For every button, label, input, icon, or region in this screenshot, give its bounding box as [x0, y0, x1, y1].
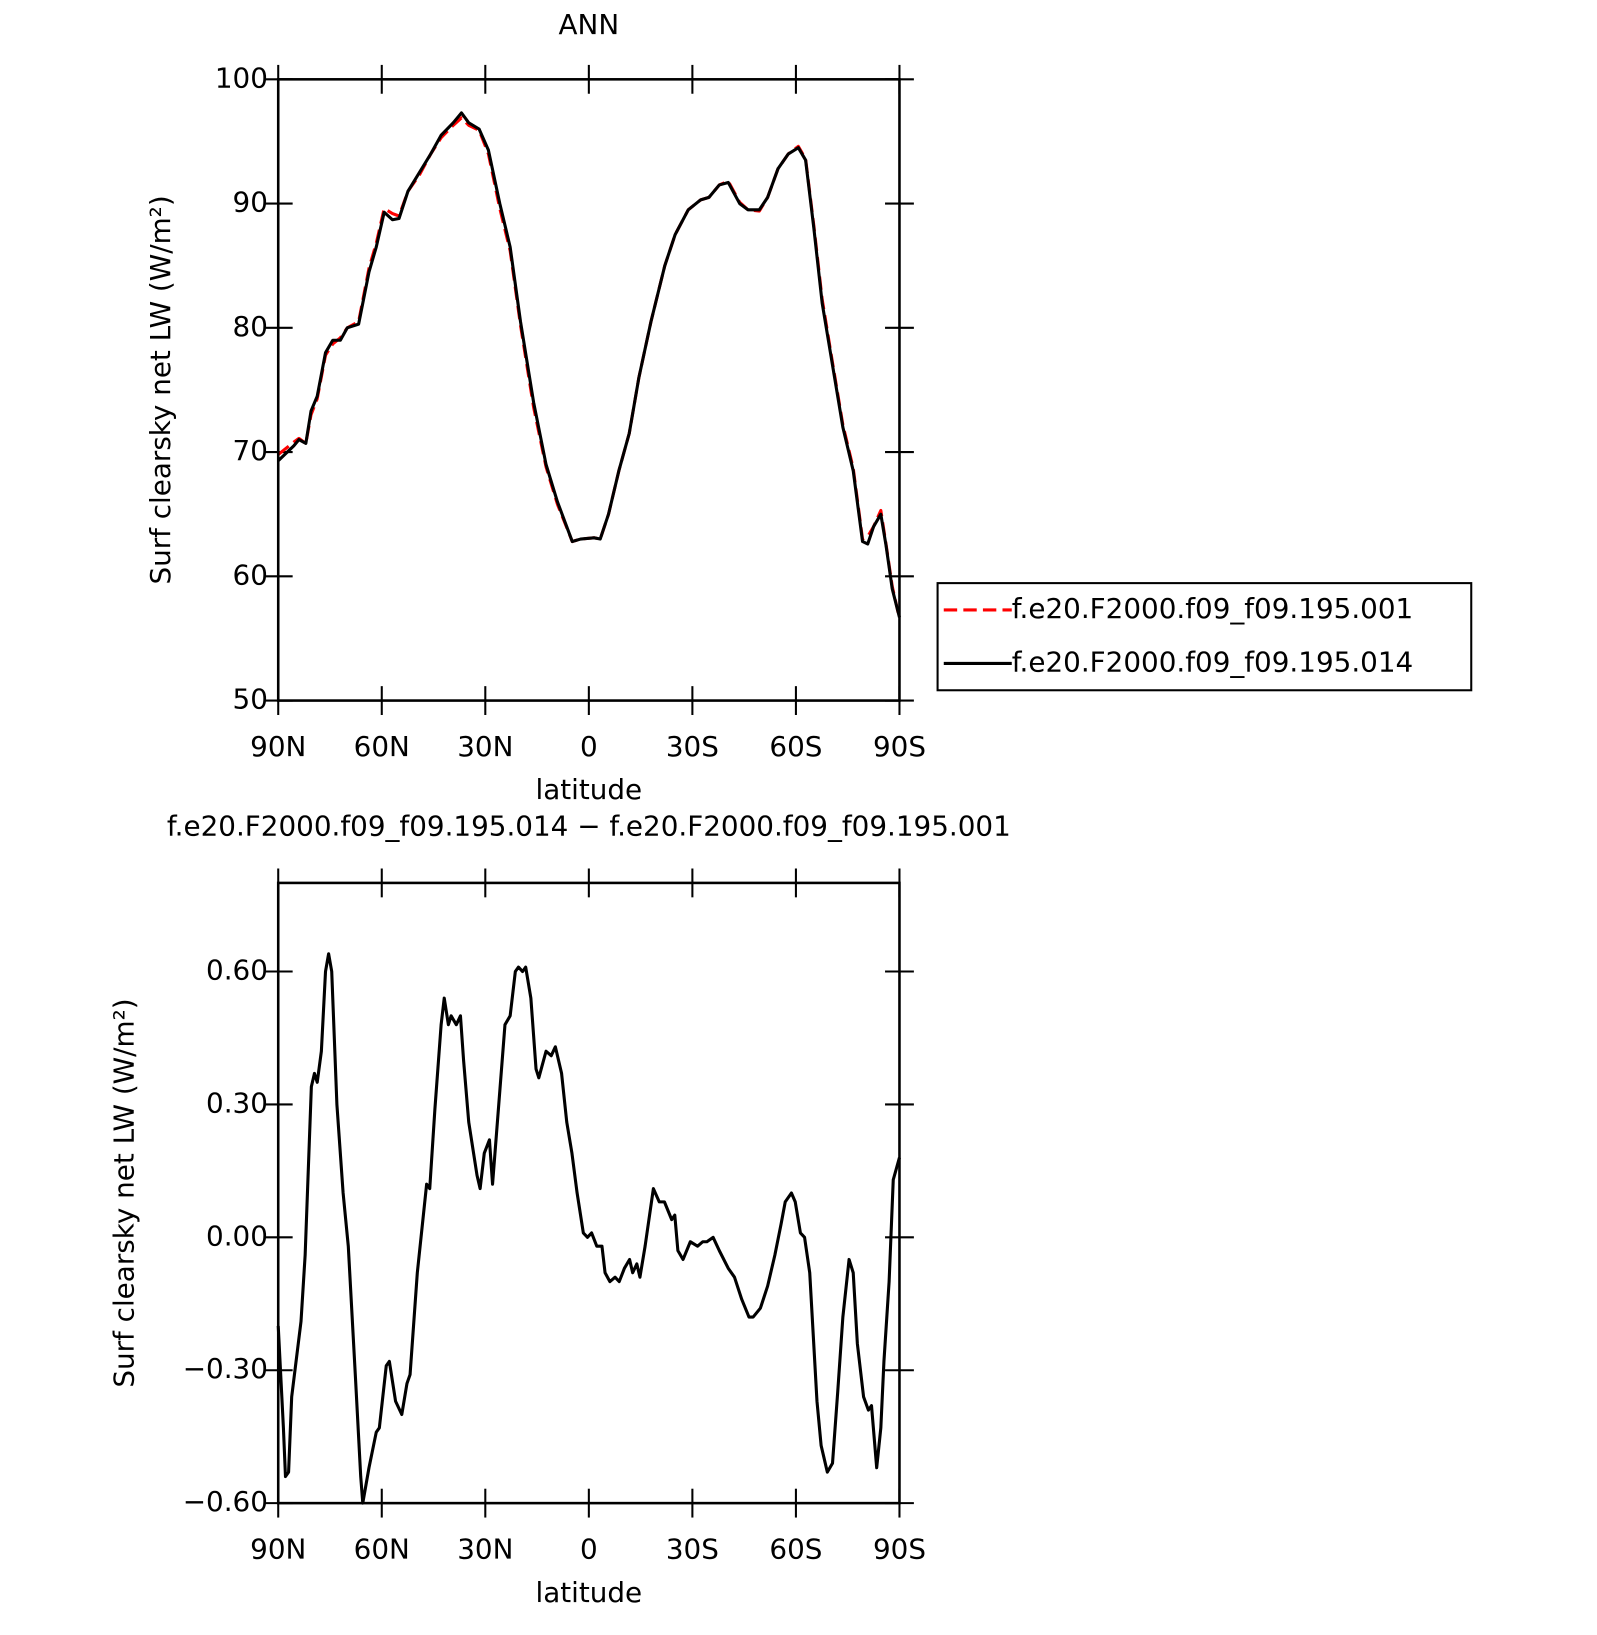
x-tick-label: 30N: [457, 1533, 513, 1566]
plot-frame: [276, 78, 901, 702]
x-tick-label: 30N: [457, 730, 513, 763]
legend-label: f.e20.F2000.f09_f09.195.001: [1012, 592, 1413, 625]
plot-frame: [276, 881, 901, 1505]
y-tick-label: −0.60: [183, 1485, 268, 1518]
x-tick-label: 60S: [769, 730, 822, 763]
y-tick-label: 60: [233, 558, 268, 591]
y-tick-label: 0.60: [206, 954, 268, 987]
y-tick-label: 100: [215, 61, 268, 94]
x-tick-label: 90N: [250, 1533, 306, 1566]
x-tick-label: 60N: [354, 1533, 410, 1566]
y-tick-label: 0.00: [206, 1219, 268, 1252]
x-tick-label: 60N: [354, 730, 410, 763]
x-tick-label: 90N: [250, 730, 306, 763]
chart-title: f.e20.F2000.f09_f09.195.014 − f.e20.F200…: [167, 809, 1011, 842]
y-axis-label: Surf clearsky net LW (W/m²): [108, 998, 141, 1387]
legend-label: f.e20.F2000.f09_f09.195.014: [1012, 645, 1413, 678]
x-tick-label: 0: [580, 730, 598, 763]
y-tick-label: −0.30: [183, 1352, 268, 1385]
data-line: [277, 116, 901, 619]
legend-box: [936, 582, 1473, 692]
y-tick-label: 0.30: [206, 1086, 268, 1119]
y-tick-label: 70: [233, 434, 268, 467]
x-tick-label: 30S: [666, 730, 719, 763]
y-tick-label: 80: [233, 310, 268, 343]
x-axis-label: latitude: [536, 773, 643, 806]
x-axis-label: latitude: [536, 1576, 643, 1609]
x-tick-label: 0: [580, 1533, 598, 1566]
y-tick-label: 50: [233, 683, 268, 716]
x-tick-label: 90S: [873, 1533, 926, 1566]
x-tick-label: 90S: [873, 730, 926, 763]
x-tick-label: 30S: [666, 1533, 719, 1566]
x-tick-label: 60S: [769, 1533, 822, 1566]
y-axis-label: Surf clearsky net LW (W/m²): [144, 195, 177, 584]
chart-title: ANN: [559, 8, 620, 41]
data-line: [277, 111, 901, 618]
data-line: [276, 952, 901, 1505]
y-tick-label: 90: [233, 186, 268, 219]
